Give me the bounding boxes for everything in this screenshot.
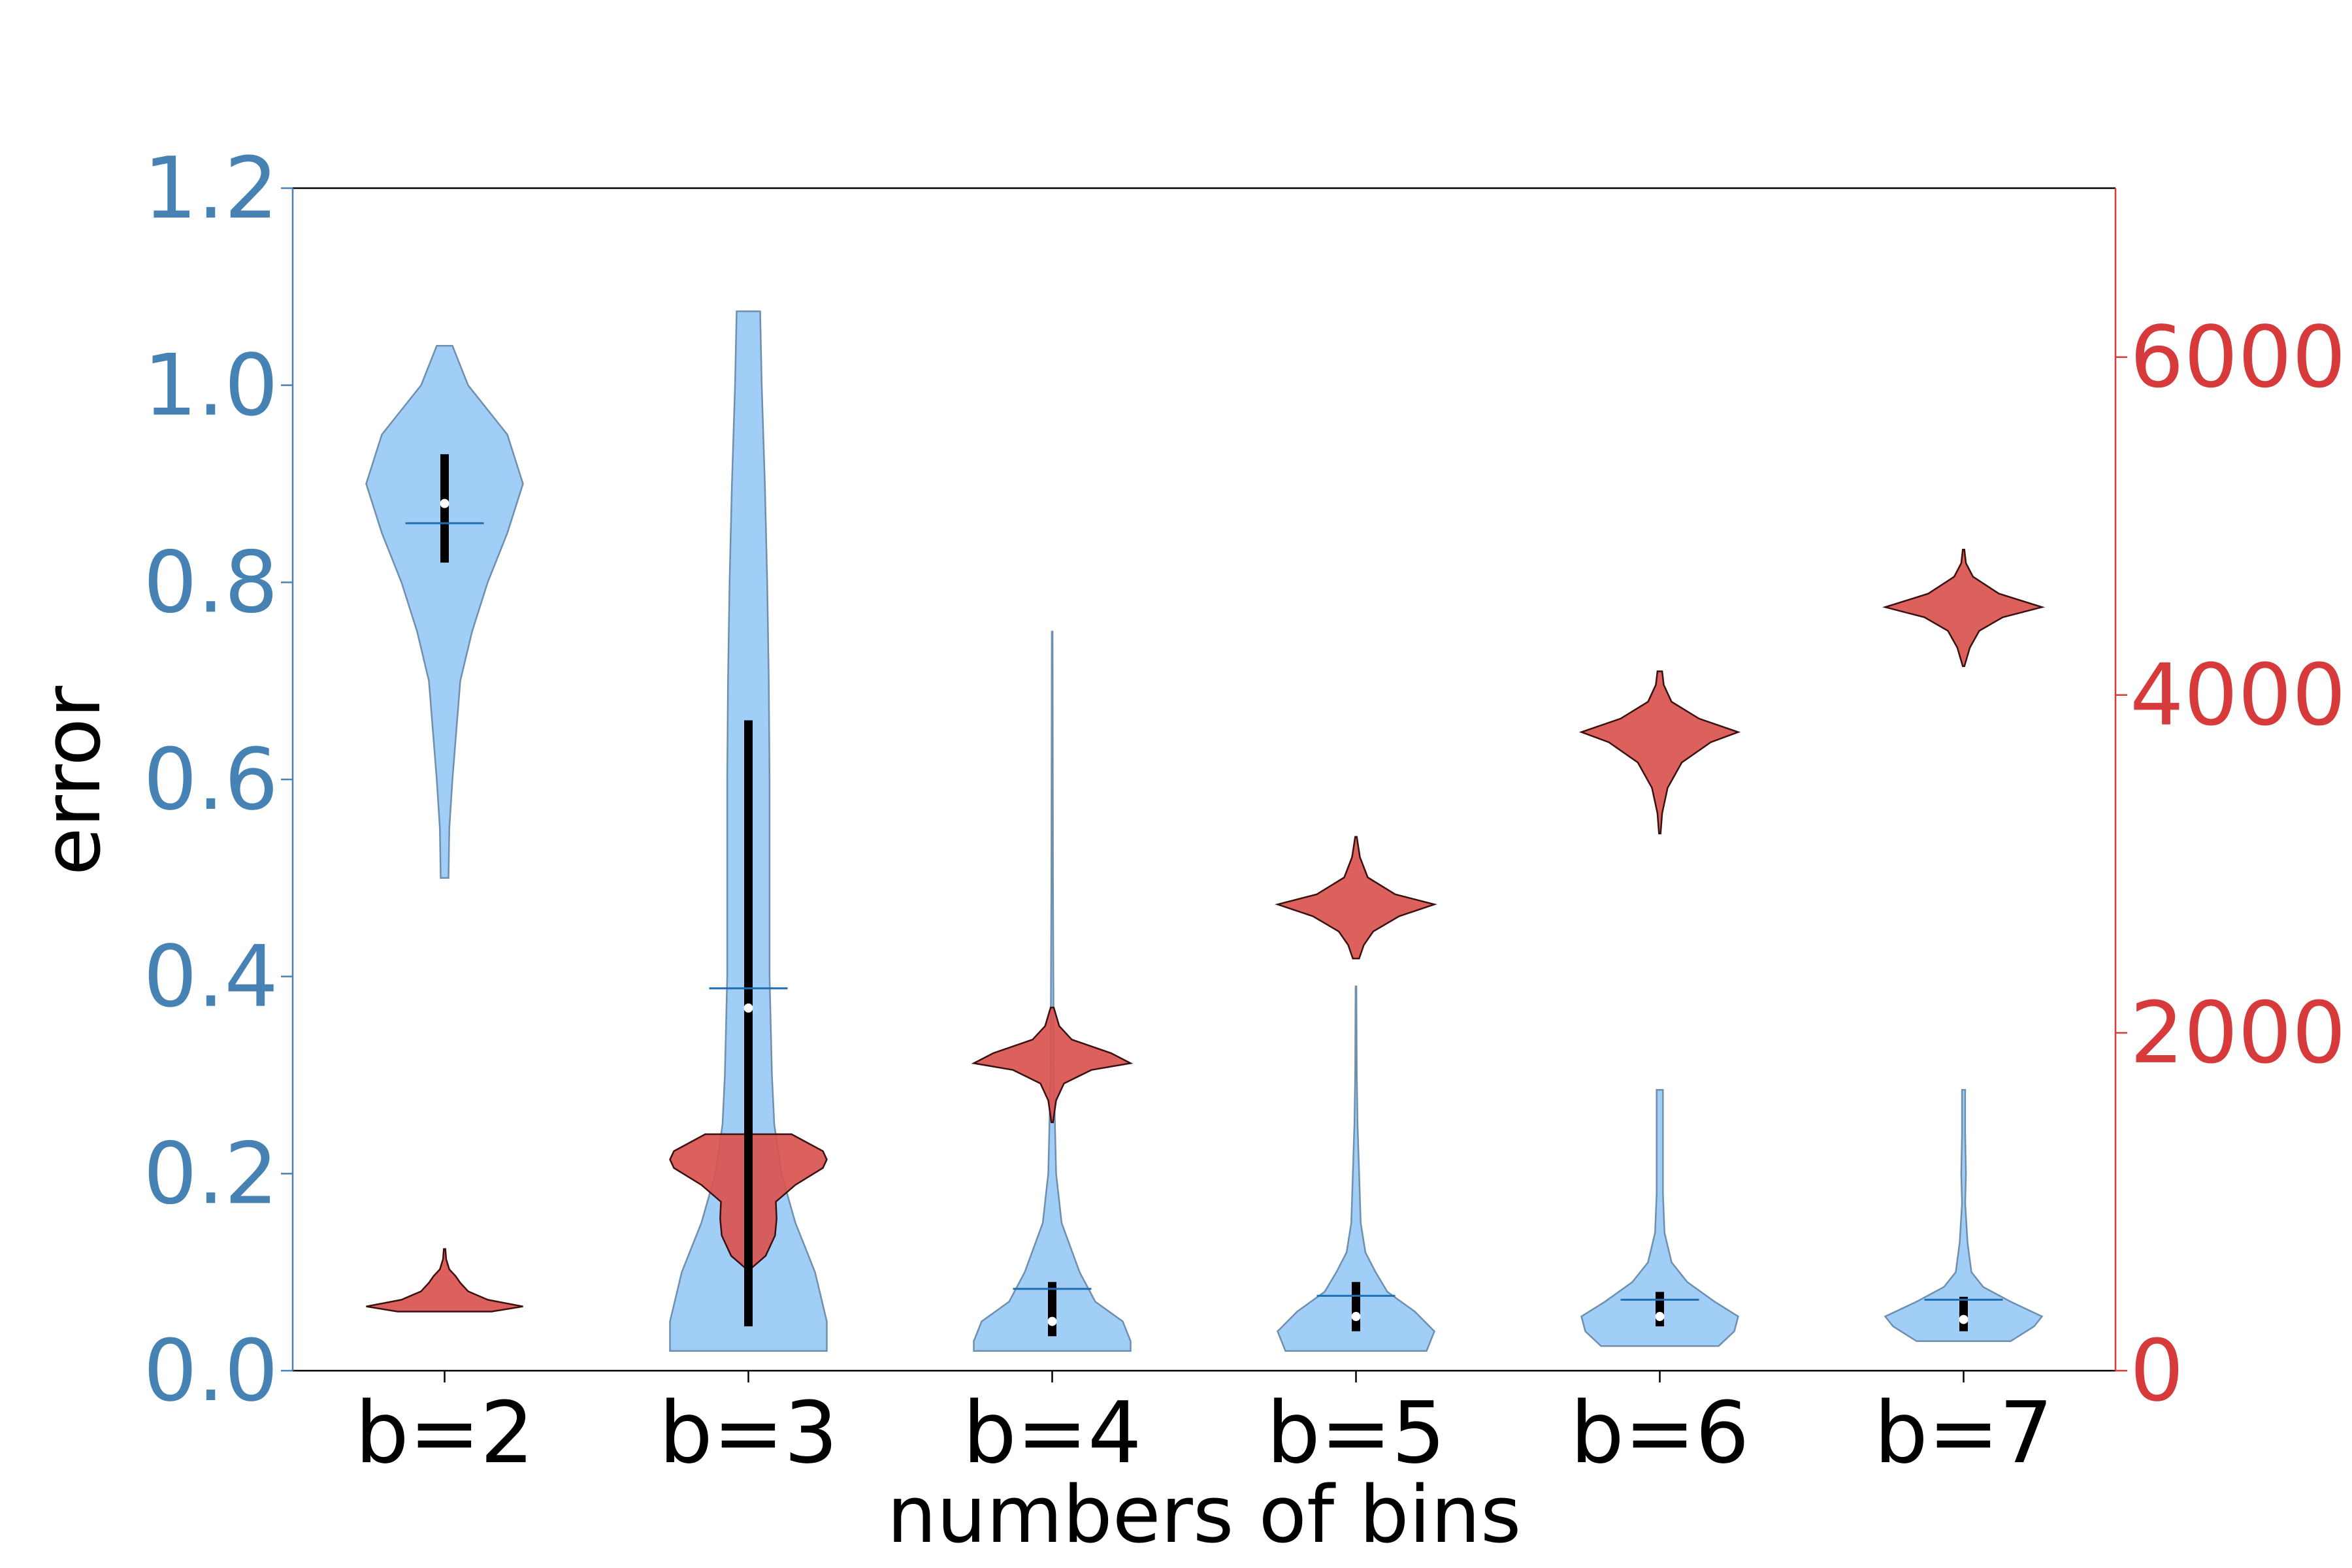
- median-marker-b=3: [743, 1003, 753, 1013]
- error-violin-b=5: [1277, 985, 1435, 1352]
- y-axis-label: error: [27, 685, 118, 875]
- median-marker-b=5: [1351, 1312, 1361, 1322]
- x-tick-label: b=4: [962, 1383, 1141, 1482]
- axes: 0.0 0.2 0.4 0.6 0.8 1.0 1.2 0 2000 4000 6000 b=2 b=3…: [143, 139, 2346, 1482]
- right-tick-label: 6000: [2130, 308, 2346, 407]
- median-marker-b=7: [1959, 1315, 1968, 1324]
- left-tick-label: 0.0: [143, 1321, 278, 1420]
- right-violin-b=2: [366, 1248, 523, 1313]
- median-marker-b=6: [1655, 1312, 1665, 1322]
- left-tick-label: 0.8: [143, 532, 278, 632]
- right-violin-b=7: [1882, 549, 2046, 668]
- left-tick-label: 1.0: [143, 336, 278, 435]
- right-violin-b=4: [971, 1006, 1134, 1124]
- left-tick-label: 1.2: [143, 139, 278, 238]
- x-tick-label: b=3: [659, 1383, 838, 1482]
- left-tick-label: 0.4: [143, 927, 278, 1026]
- left-axis-statistics: [405, 454, 2003, 1337]
- right-tick-label: 2000: [2130, 983, 2346, 1083]
- x-tick-label: b=5: [1266, 1383, 1445, 1482]
- right-tick-label: 0: [2130, 1321, 2184, 1420]
- x-tick-label: b=7: [1874, 1383, 2053, 1482]
- left-tick-label: 0.6: [143, 730, 278, 829]
- x-tick-label: b=2: [355, 1383, 534, 1482]
- x-axis-label: numbers of bins: [887, 1470, 1522, 1561]
- median-marker-b=4: [1047, 1316, 1057, 1326]
- error-violin-b=7: [1884, 1088, 2044, 1343]
- left-tick-label: 0.2: [143, 1124, 278, 1223]
- error-violin-b=2: [365, 345, 524, 879]
- right-tick-label: 4000: [2130, 645, 2346, 745]
- right-violin-b=5: [1275, 836, 1437, 960]
- x-tick-label: b=6: [1570, 1383, 1749, 1482]
- right-violin-b=6: [1578, 670, 1741, 834]
- median-marker-b=2: [440, 498, 449, 508]
- error-violin-b=6: [1580, 1088, 1739, 1347]
- error-violin-b=4: [973, 630, 1132, 1352]
